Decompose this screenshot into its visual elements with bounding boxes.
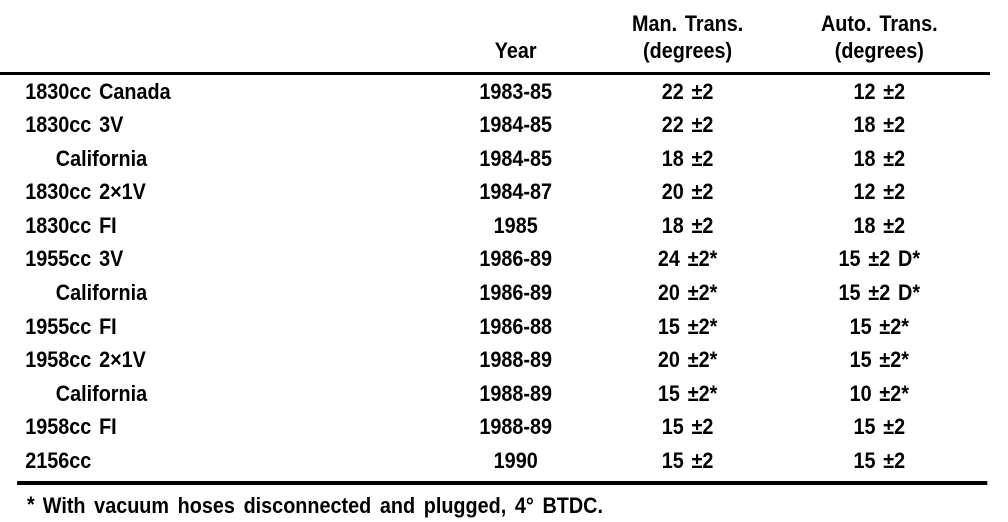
man-trans-cell: 15 ±2* bbox=[657, 380, 718, 406]
auto-trans-cell: 18 ±2 bbox=[853, 145, 906, 171]
header-auto-trans-line2: (degrees) bbox=[834, 37, 924, 63]
engine-cell: 1955cc FI bbox=[25, 313, 117, 339]
engine-cell: 1830cc FI bbox=[25, 212, 117, 238]
year-cell: 1984-85 bbox=[479, 112, 553, 138]
header-man-trans-line2: (degrees) bbox=[643, 37, 733, 63]
man-trans-cell: 18 ±2 bbox=[661, 145, 714, 171]
man-trans-cell: 15 ±2 bbox=[661, 448, 714, 474]
engine-cell: 1830cc 3V bbox=[25, 112, 124, 138]
ignition-timing-spec-table: Year Man. Trans. (degrees) Auto. Trans. … bbox=[0, 0, 990, 478]
table-row: 1830cc Canada 1983-85 22 ±2 12 ±2 bbox=[0, 73, 990, 108]
header-auto-trans-line1: Auto. Trans. bbox=[820, 10, 938, 36]
auto-trans-cell: 15 ±2 bbox=[853, 414, 906, 440]
filler-cell bbox=[983, 410, 990, 444]
table-row: 1958cc FI 1988-89 15 ±2 15 ±2 bbox=[0, 410, 990, 444]
engine-cell: 1958cc FI bbox=[25, 414, 117, 440]
header-man-trans: Man. Trans. (degrees) bbox=[599, 0, 776, 75]
man-trans-cell: 20 ±2 bbox=[661, 179, 714, 205]
table-row: California 1986-89 20 ±2* 15 ±2 D* bbox=[0, 276, 990, 310]
man-trans-cell: 15 ±2 bbox=[661, 414, 714, 440]
engine-cell: 1955cc 3V bbox=[25, 246, 124, 272]
auto-trans-cell: 18 ±2 bbox=[853, 212, 906, 238]
table-row: California 1988-89 15 ±2* 10 ±2* bbox=[0, 377, 990, 411]
year-cell: 1986-89 bbox=[479, 246, 553, 272]
auto-trans-cell: 10 ±2* bbox=[849, 380, 909, 406]
table-header: Year Man. Trans. (degrees) Auto. Trans. … bbox=[0, 0, 990, 75]
table-row: 1830cc FI 1985 18 ±2 18 ±2 bbox=[0, 209, 990, 243]
engine-cell: 1830cc 2×1V bbox=[25, 179, 146, 205]
auto-trans-cell: 15 ±2 D* bbox=[838, 280, 921, 306]
table-row: 1830cc 3V 1984-85 22 ±2 18 ±2 bbox=[0, 108, 990, 142]
year-cell: 1985 bbox=[493, 212, 538, 238]
man-trans-cell: 15 ±2* bbox=[657, 313, 718, 339]
table-row: 1830cc 2×1V 1984-87 20 ±2 12 ±2 bbox=[0, 175, 990, 209]
man-trans-cell: 22 ±2 bbox=[661, 78, 714, 104]
footnote-text: With vacuum hoses disconnected and plugg… bbox=[42, 492, 603, 518]
auto-trans-cell: 15 ±2 D* bbox=[838, 246, 921, 272]
filler-cell bbox=[983, 276, 990, 310]
table-bottom-rule bbox=[17, 480, 988, 485]
year-cell: 1984-87 bbox=[479, 179, 553, 205]
table-row: 1955cc 3V 1986-89 24 ±2* 15 ±2 D* bbox=[0, 242, 990, 276]
filler-cell bbox=[983, 175, 990, 209]
auto-trans-cell: 15 ±2* bbox=[849, 347, 909, 373]
year-cell: 1986-88 bbox=[479, 313, 553, 339]
engine-cell: 1958cc 2×1V bbox=[25, 347, 146, 373]
engine-cell: 1830cc Canada bbox=[25, 78, 171, 104]
filler-cell bbox=[983, 444, 990, 478]
header-year-label: Year bbox=[494, 37, 537, 63]
asterisk-marker: * bbox=[27, 491, 35, 517]
year-cell: 1988-89 bbox=[479, 347, 553, 373]
header-filler bbox=[982, 0, 990, 75]
table-row: 2156cc 1990 15 ±2 15 ±2 bbox=[0, 444, 990, 478]
year-cell: 1986-89 bbox=[479, 280, 553, 306]
header-man-trans-line1: Man. Trans. bbox=[631, 10, 744, 36]
engine-cell: California bbox=[55, 380, 148, 406]
header-row: Year Man. Trans. (degrees) Auto. Trans. … bbox=[0, 0, 990, 75]
table-body: 1830cc Canada 1983-85 22 ±2 12 ±2 1830cc… bbox=[0, 73, 990, 478]
filler-cell bbox=[983, 142, 990, 176]
auto-trans-cell: 12 ±2 bbox=[853, 179, 906, 205]
filler-cell bbox=[983, 108, 990, 142]
auto-trans-cell: 12 ±2 bbox=[853, 78, 906, 104]
filler-cell bbox=[983, 343, 990, 377]
filler-cell bbox=[983, 242, 990, 276]
man-trans-cell: 22 ±2 bbox=[661, 112, 714, 138]
auto-trans-cell: 18 ±2 bbox=[853, 112, 906, 138]
header-auto-trans: Auto. Trans. (degrees) bbox=[775, 0, 983, 75]
auto-trans-cell: 15 ±2* bbox=[849, 313, 909, 339]
filler-cell bbox=[983, 377, 990, 411]
filler-cell bbox=[983, 73, 990, 108]
footnote: * With vacuum hoses disconnected and plug… bbox=[27, 491, 1008, 519]
filler-cell bbox=[983, 209, 990, 243]
year-cell: 1984-85 bbox=[479, 145, 553, 171]
header-year: Year bbox=[432, 0, 600, 75]
year-cell: 1990 bbox=[493, 448, 538, 474]
table-row: 1955cc FI 1986-88 15 ±2* 15 ±2* bbox=[0, 310, 990, 344]
man-trans-cell: 20 ±2* bbox=[657, 347, 718, 373]
year-cell: 1988-89 bbox=[479, 414, 553, 440]
engine-cell: California bbox=[55, 145, 148, 171]
engine-cell: California bbox=[55, 280, 148, 306]
auto-trans-cell: 15 ±2 bbox=[853, 448, 906, 474]
header-engine bbox=[0, 0, 432, 75]
filler-cell bbox=[983, 310, 990, 344]
table-row: 1958cc 2×1V 1988-89 20 ±2* 15 ±2* bbox=[0, 343, 990, 377]
man-trans-cell: 20 ±2* bbox=[657, 280, 718, 306]
man-trans-cell: 24 ±2* bbox=[657, 246, 718, 272]
year-cell: 1983-85 bbox=[479, 78, 553, 104]
table-row: California 1984-85 18 ±2 18 ±2 bbox=[0, 142, 990, 176]
engine-cell: 2156cc bbox=[25, 448, 92, 474]
man-trans-cell: 18 ±2 bbox=[661, 212, 714, 238]
year-cell: 1988-89 bbox=[479, 380, 553, 406]
